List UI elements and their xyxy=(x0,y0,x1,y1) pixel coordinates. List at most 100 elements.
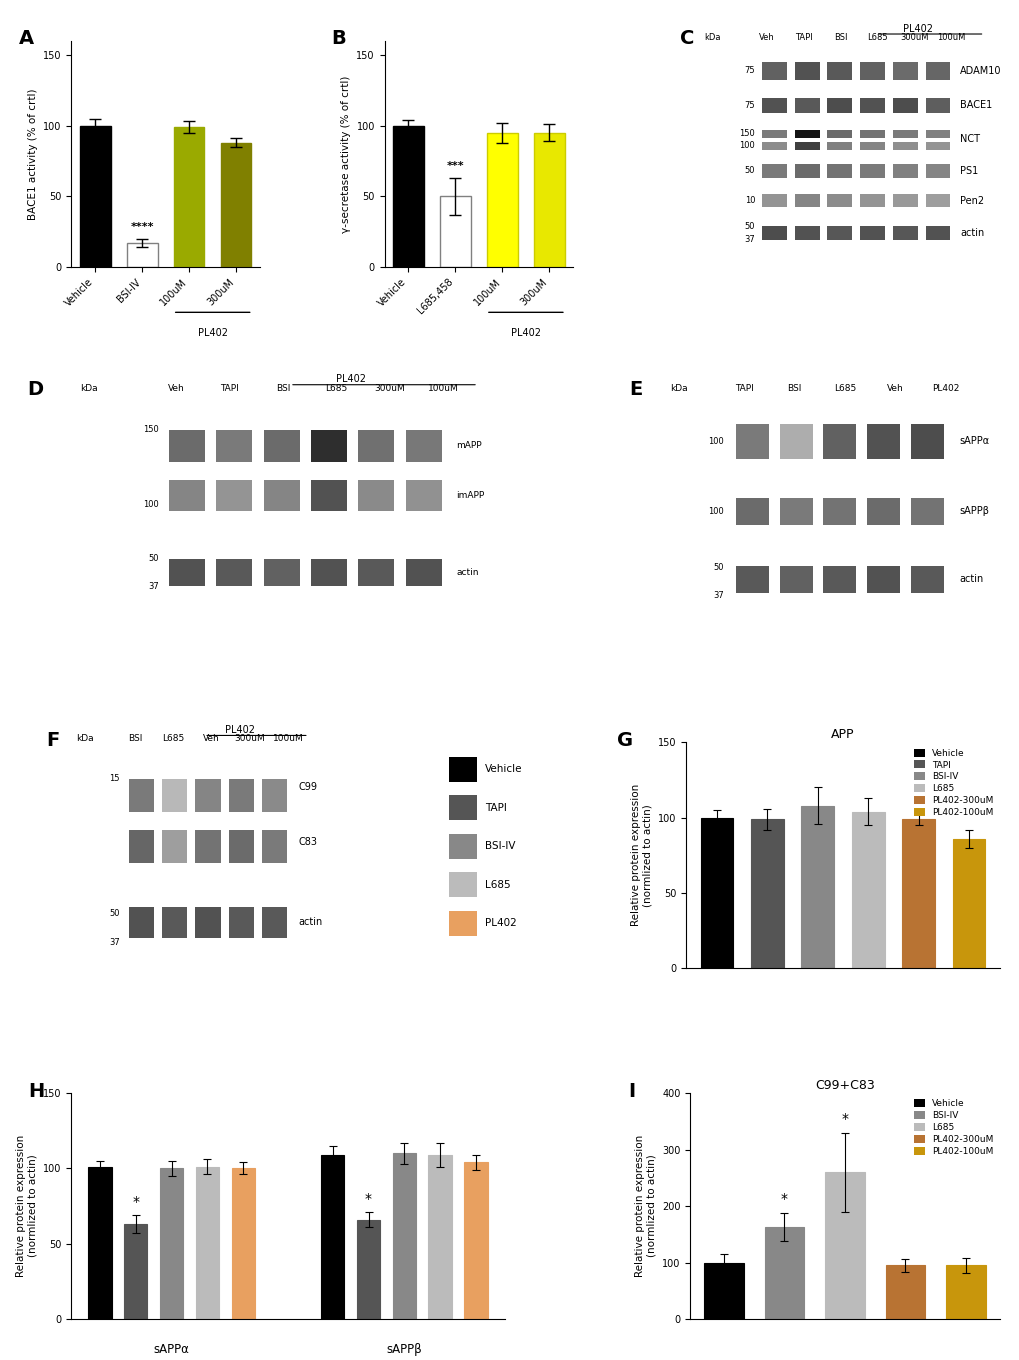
Text: actin: actin xyxy=(958,574,982,585)
Text: *: * xyxy=(132,1195,140,1209)
Text: 50: 50 xyxy=(744,166,754,175)
Y-axis label: γ-secretase activity (% of crtl): γ-secretase activity (% of crtl) xyxy=(340,75,351,233)
Text: *: * xyxy=(781,1193,787,1206)
Y-axis label: Relative protein expression
(normlized to actin): Relative protein expression (normlized t… xyxy=(16,1136,38,1277)
Text: BSI: BSI xyxy=(128,734,143,744)
Text: C83: C83 xyxy=(299,836,317,847)
Text: PL402: PL402 xyxy=(336,374,366,385)
Text: 300uM: 300uM xyxy=(374,384,405,393)
Bar xyxy=(750,819,783,968)
Bar xyxy=(440,196,470,267)
Text: 37: 37 xyxy=(148,582,159,590)
Text: TAPI: TAPI xyxy=(220,384,238,393)
Text: 100: 100 xyxy=(707,437,723,446)
Text: kDa: kDa xyxy=(703,33,719,42)
Bar xyxy=(357,1220,380,1319)
Text: ***: *** xyxy=(446,162,464,171)
Text: kDa: kDa xyxy=(81,384,98,393)
Text: 100uM: 100uM xyxy=(936,33,965,42)
Text: L685: L685 xyxy=(866,33,888,42)
Text: PS1: PS1 xyxy=(960,166,977,175)
Text: 50: 50 xyxy=(148,555,159,563)
Text: E: E xyxy=(629,381,642,400)
Text: actin: actin xyxy=(960,228,983,238)
Text: L685: L685 xyxy=(484,880,510,889)
Text: 100uM: 100uM xyxy=(273,734,304,744)
Text: 75: 75 xyxy=(744,67,754,75)
Bar xyxy=(700,817,733,968)
Text: ADAM10: ADAM10 xyxy=(960,65,1001,76)
Bar xyxy=(126,243,157,267)
Bar xyxy=(124,1224,148,1319)
Text: PL402: PL402 xyxy=(902,23,932,34)
Text: mAPP: mAPP xyxy=(455,441,481,450)
Text: G: G xyxy=(616,730,633,749)
Text: L685: L685 xyxy=(833,384,855,393)
Text: H: H xyxy=(29,1081,44,1100)
Text: 100uM: 100uM xyxy=(427,384,458,393)
Text: 150: 150 xyxy=(143,426,159,434)
Text: BACE1: BACE1 xyxy=(960,101,991,110)
Text: ****: **** xyxy=(130,222,154,233)
Text: TAPI: TAPI xyxy=(484,802,506,813)
Text: 37: 37 xyxy=(712,590,723,600)
Bar xyxy=(534,133,565,267)
Bar xyxy=(448,834,477,858)
Bar xyxy=(902,819,934,968)
Text: actin: actin xyxy=(299,917,322,928)
Text: 100: 100 xyxy=(143,500,159,509)
Text: BSI: BSI xyxy=(834,33,847,42)
Text: Veh: Veh xyxy=(168,384,184,393)
Bar xyxy=(392,125,423,267)
Legend: Vehicle, BSI-IV, L685, PL402-300uM, PL402-100uM: Vehicle, BSI-IV, L685, PL402-300uM, PL40… xyxy=(911,1098,995,1157)
Text: PL402: PL402 xyxy=(198,328,227,339)
Text: sAPPα: sAPPα xyxy=(958,437,988,446)
Text: 150: 150 xyxy=(739,128,754,137)
Text: *: * xyxy=(365,1193,372,1206)
Text: TAPI: TAPI xyxy=(795,33,812,42)
Text: *: * xyxy=(841,1111,848,1126)
Bar xyxy=(448,758,477,782)
Text: BSI-IV: BSI-IV xyxy=(484,842,515,851)
Text: kDa: kDa xyxy=(76,734,94,744)
Text: 100: 100 xyxy=(739,141,754,150)
Bar xyxy=(79,125,110,267)
Text: Veh: Veh xyxy=(887,384,903,393)
Text: 50: 50 xyxy=(109,908,120,918)
Text: actin: actin xyxy=(455,568,478,577)
Title: C99+C83: C99+C83 xyxy=(814,1078,874,1092)
Text: PL402: PL402 xyxy=(511,328,540,339)
Text: B: B xyxy=(331,30,346,49)
Text: L685: L685 xyxy=(325,384,347,393)
Bar xyxy=(946,1265,984,1319)
Text: 50: 50 xyxy=(712,563,723,573)
Bar xyxy=(231,1168,255,1319)
Text: 300uM: 300uM xyxy=(900,33,928,42)
Bar xyxy=(174,126,204,267)
Y-axis label: Relative protein expression
(normlized to actin): Relative protein expression (normlized t… xyxy=(631,785,652,926)
Bar xyxy=(160,1168,183,1319)
Text: F: F xyxy=(46,730,59,749)
Text: Vehicle: Vehicle xyxy=(484,764,522,774)
Bar xyxy=(221,143,252,267)
Legend: Vehicle, TAPI, BSI-IV, L685, PL402-300uM, PL402-100uM: Vehicle, TAPI, BSI-IV, L685, PL402-300uM… xyxy=(911,747,995,819)
Bar xyxy=(464,1163,487,1319)
Text: TAPI: TAPI xyxy=(734,384,753,393)
Text: Veh: Veh xyxy=(758,33,774,42)
Text: 100: 100 xyxy=(707,507,723,515)
Bar xyxy=(448,872,477,898)
Text: C: C xyxy=(679,30,693,49)
Text: kDa: kDa xyxy=(669,384,687,393)
Y-axis label: BACE1 activity (% of crtl): BACE1 activity (% of crtl) xyxy=(28,88,38,220)
Text: PL402: PL402 xyxy=(224,725,255,736)
Text: D: D xyxy=(28,381,44,400)
Bar xyxy=(196,1167,219,1319)
Text: A: A xyxy=(18,30,34,49)
Text: NCT: NCT xyxy=(960,133,979,144)
Text: 50: 50 xyxy=(744,223,754,231)
Text: BSI: BSI xyxy=(275,384,290,393)
Bar xyxy=(851,812,883,968)
Text: Pen2: Pen2 xyxy=(960,196,983,205)
Bar xyxy=(801,805,834,968)
Bar xyxy=(89,1167,111,1319)
